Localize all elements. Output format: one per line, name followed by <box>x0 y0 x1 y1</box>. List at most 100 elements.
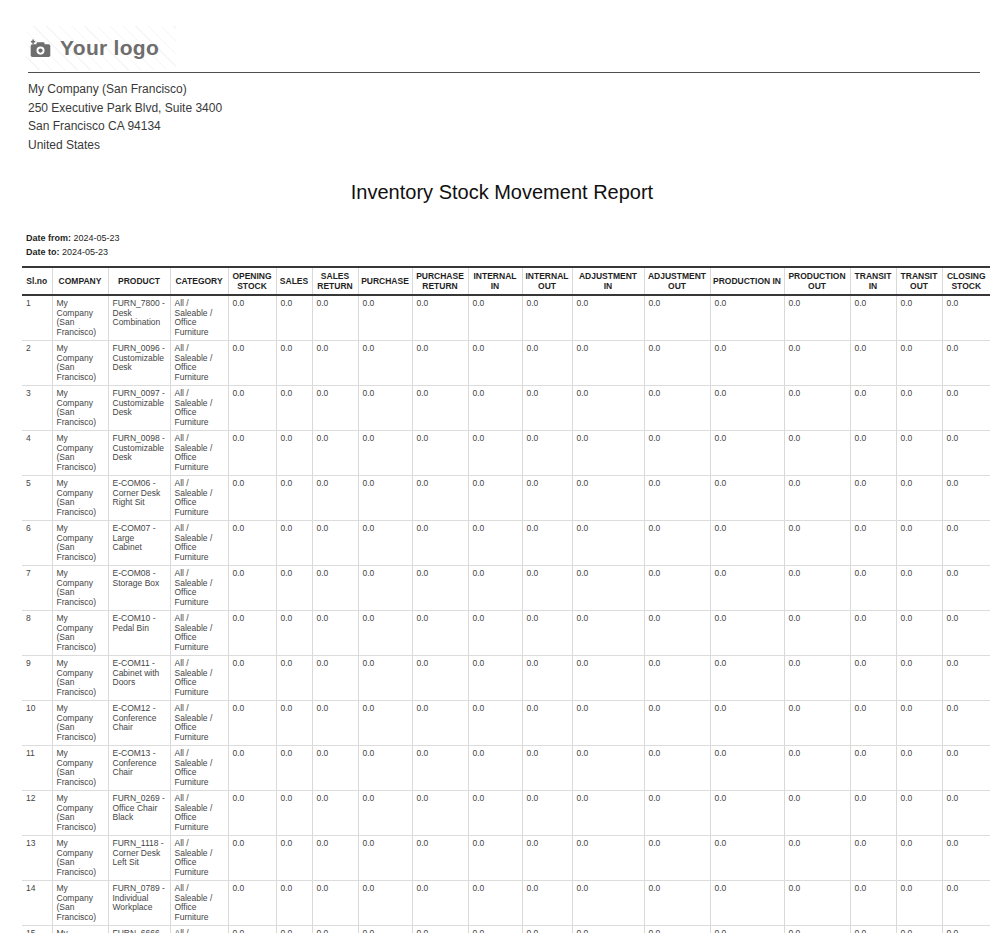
cell-slno: 7 <box>22 566 52 611</box>
cell-value: 0.0 <box>644 431 710 476</box>
cell-value: 0.0 <box>572 836 644 881</box>
cell-value: 0.0 <box>942 566 990 611</box>
cell-product: FURN_0096 - Customizable Desk <box>108 341 170 386</box>
cell-value: 0.0 <box>784 295 850 341</box>
cell-company: My Company (San Francisco) <box>52 521 108 566</box>
cell-value: 0.0 <box>572 431 644 476</box>
cell-value: 0.0 <box>468 836 522 881</box>
cell-company: My Company (San Francisco) <box>52 881 108 926</box>
cell-value: 0.0 <box>644 611 710 656</box>
cell-value: 0.0 <box>276 746 312 791</box>
cell-value: 0.0 <box>468 295 522 341</box>
date-from-label: Date from: <box>26 233 71 243</box>
cell-value: 0.0 <box>710 295 784 341</box>
cell-category: All / Saleable / Office Furniture <box>170 836 228 881</box>
column-header: OPENING STOCK <box>228 267 276 295</box>
cell-value: 0.0 <box>358 791 412 836</box>
column-header: SALES RETURN <box>312 267 358 295</box>
cell-product: E-COM10 - Pedal Bin <box>108 611 170 656</box>
column-header: Sl.no <box>22 267 52 295</box>
cell-slno: 6 <box>22 521 52 566</box>
cell-value: 0.0 <box>942 521 990 566</box>
cell-value: 0.0 <box>942 341 990 386</box>
cell-value: 0.0 <box>358 566 412 611</box>
table-row: 4My Company (San Francisco)FURN_0098 - C… <box>22 431 990 476</box>
cell-category: All / Saleable / Office Furniture <box>170 701 228 746</box>
cell-product: FURN_0269 - Office Chair Black <box>108 791 170 836</box>
cell-value: 0.0 <box>358 476 412 521</box>
cell-value: 0.0 <box>312 386 358 431</box>
cell-category: All / Saleable / Office Furniture <box>170 431 228 476</box>
table-row: 9My Company (San Francisco)E-COM11 - Cab… <box>22 656 990 701</box>
cell-value: 0.0 <box>412 521 468 566</box>
cell-value: 0.0 <box>468 926 522 933</box>
cell-value: 0.0 <box>228 386 276 431</box>
cell-value: 0.0 <box>468 341 522 386</box>
cell-value: 0.0 <box>228 836 276 881</box>
cell-value: 0.0 <box>468 746 522 791</box>
cell-value: 0.0 <box>522 431 572 476</box>
cell-category: All / Saleable / Office Furniture <box>170 791 228 836</box>
cell-value: 0.0 <box>644 881 710 926</box>
cell-value: 0.0 <box>228 566 276 611</box>
table-row: 6My Company (San Francisco)E-COM07 - Lar… <box>22 521 990 566</box>
cell-value: 0.0 <box>276 791 312 836</box>
column-header: TRANSIT IN <box>850 267 896 295</box>
cell-value: 0.0 <box>644 295 710 341</box>
cell-value: 0.0 <box>276 431 312 476</box>
cell-value: 0.0 <box>312 746 358 791</box>
cell-value: 0.0 <box>572 746 644 791</box>
date-to-label: Date to: <box>26 247 60 257</box>
cell-value: 0.0 <box>522 386 572 431</box>
cell-value: 0.0 <box>312 341 358 386</box>
table-row: 8My Company (San Francisco)E-COM10 - Ped… <box>22 611 990 656</box>
cell-value: 0.0 <box>850 341 896 386</box>
cell-value: 0.0 <box>358 386 412 431</box>
cell-value: 0.0 <box>850 476 896 521</box>
cell-value: 0.0 <box>276 341 312 386</box>
column-header: CATEGORY <box>170 267 228 295</box>
cell-slno: 15 <box>22 926 52 933</box>
cell-value: 0.0 <box>312 521 358 566</box>
column-header: CLOSING STOCK <box>942 267 990 295</box>
cell-value: 0.0 <box>358 746 412 791</box>
cell-product: FURN_6666 - Acoustic Bloc <box>108 926 170 933</box>
cell-company: My Company (San Francisco) <box>52 701 108 746</box>
cell-value: 0.0 <box>572 656 644 701</box>
cell-value: 0.0 <box>522 746 572 791</box>
cell-value: 0.0 <box>644 791 710 836</box>
report-page: Your logo My Company (San Francisco) 250… <box>0 0 1004 933</box>
cell-value: 0.0 <box>942 431 990 476</box>
table-row: 5My Company (San Francisco)E-COM06 - Cor… <box>22 476 990 521</box>
cell-category: All / Saleable / Office Furniture <box>170 611 228 656</box>
cell-value: 0.0 <box>572 791 644 836</box>
cell-company: My Company (San Francisco) <box>52 926 108 933</box>
cell-value: 0.0 <box>942 386 990 431</box>
cell-value: 0.0 <box>896 836 942 881</box>
logo-text: Your logo <box>60 36 159 60</box>
cell-value: 0.0 <box>710 341 784 386</box>
cell-value: 0.0 <box>276 611 312 656</box>
cell-value: 0.0 <box>358 295 412 341</box>
cell-value: 0.0 <box>896 476 942 521</box>
company-address-line3: United States <box>28 136 1004 155</box>
cell-company: My Company (San Francisco) <box>52 341 108 386</box>
cell-value: 0.0 <box>784 521 850 566</box>
cell-value: 0.0 <box>312 656 358 701</box>
cell-value: 0.0 <box>276 521 312 566</box>
cell-value: 0.0 <box>228 926 276 933</box>
cell-value: 0.0 <box>468 431 522 476</box>
column-header: SALES <box>276 267 312 295</box>
cell-value: 0.0 <box>896 341 942 386</box>
cell-value: 0.0 <box>942 881 990 926</box>
cell-slno: 1 <box>22 295 52 341</box>
cell-value: 0.0 <box>468 476 522 521</box>
cell-product: FURN_0097 - Customizable Desk <box>108 386 170 431</box>
cell-value: 0.0 <box>468 656 522 701</box>
cell-value: 0.0 <box>572 701 644 746</box>
company-address-line1: 250 Executive Park Blvd, Suite 3400 <box>28 99 1004 118</box>
cell-value: 0.0 <box>468 791 522 836</box>
cell-value: 0.0 <box>228 791 276 836</box>
cell-product: FURN_7800 - Desk Combination <box>108 295 170 341</box>
cell-value: 0.0 <box>784 566 850 611</box>
